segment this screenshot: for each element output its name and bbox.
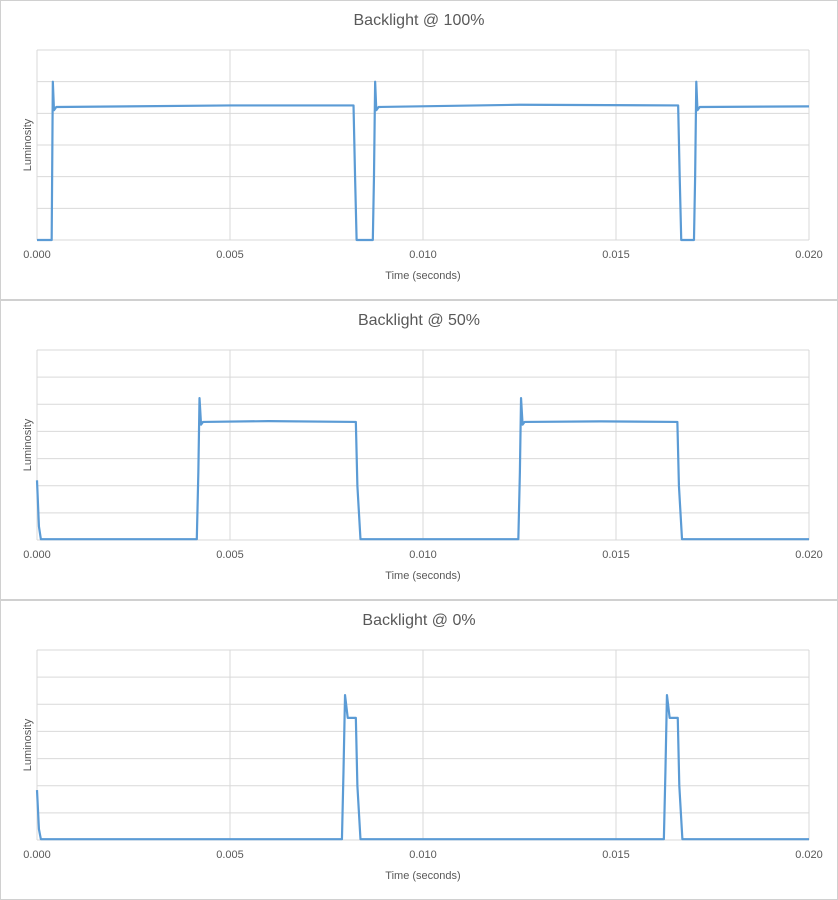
luminosity-line	[35, 396, 809, 541]
x-tick-label: 0.010	[409, 849, 437, 861]
chart-title: Backlight @ 50%	[358, 312, 480, 329]
x-tick-label: 0.015	[602, 849, 630, 861]
x-axis-title: Time (seconds)	[385, 870, 460, 882]
x-axis-title: Time (seconds)	[385, 570, 460, 582]
y-axis-title: Luminosity	[22, 418, 34, 471]
x-tick-label: 0.010	[409, 249, 437, 261]
x-tick-label: 0.020	[795, 849, 823, 861]
x-tick-label: 0.015	[602, 249, 630, 261]
chart-title: Backlight @ 0%	[362, 612, 475, 629]
x-axis-title: Time (seconds)	[385, 270, 460, 282]
x-tick-label: 0.015	[602, 549, 630, 561]
x-tick-label: 0.020	[795, 249, 823, 261]
x-tick-label: 0.005	[216, 849, 244, 861]
luminosity-line	[35, 693, 809, 841]
x-tick-label: 0.000	[23, 849, 51, 861]
x-tick-label: 0.000	[23, 249, 51, 261]
chart-title: Backlight @ 100%	[354, 12, 485, 29]
luminosity-line	[37, 80, 810, 242]
x-tick-label: 0.010	[409, 549, 437, 561]
x-tick-label: 0.005	[216, 549, 244, 561]
x-tick-label: 0.020	[795, 549, 823, 561]
x-tick-label: 0.005	[216, 249, 244, 261]
x-tick-label: 0.000	[23, 549, 51, 561]
y-axis-title: Luminosity	[22, 118, 34, 171]
y-axis-title: Luminosity	[22, 718, 34, 771]
